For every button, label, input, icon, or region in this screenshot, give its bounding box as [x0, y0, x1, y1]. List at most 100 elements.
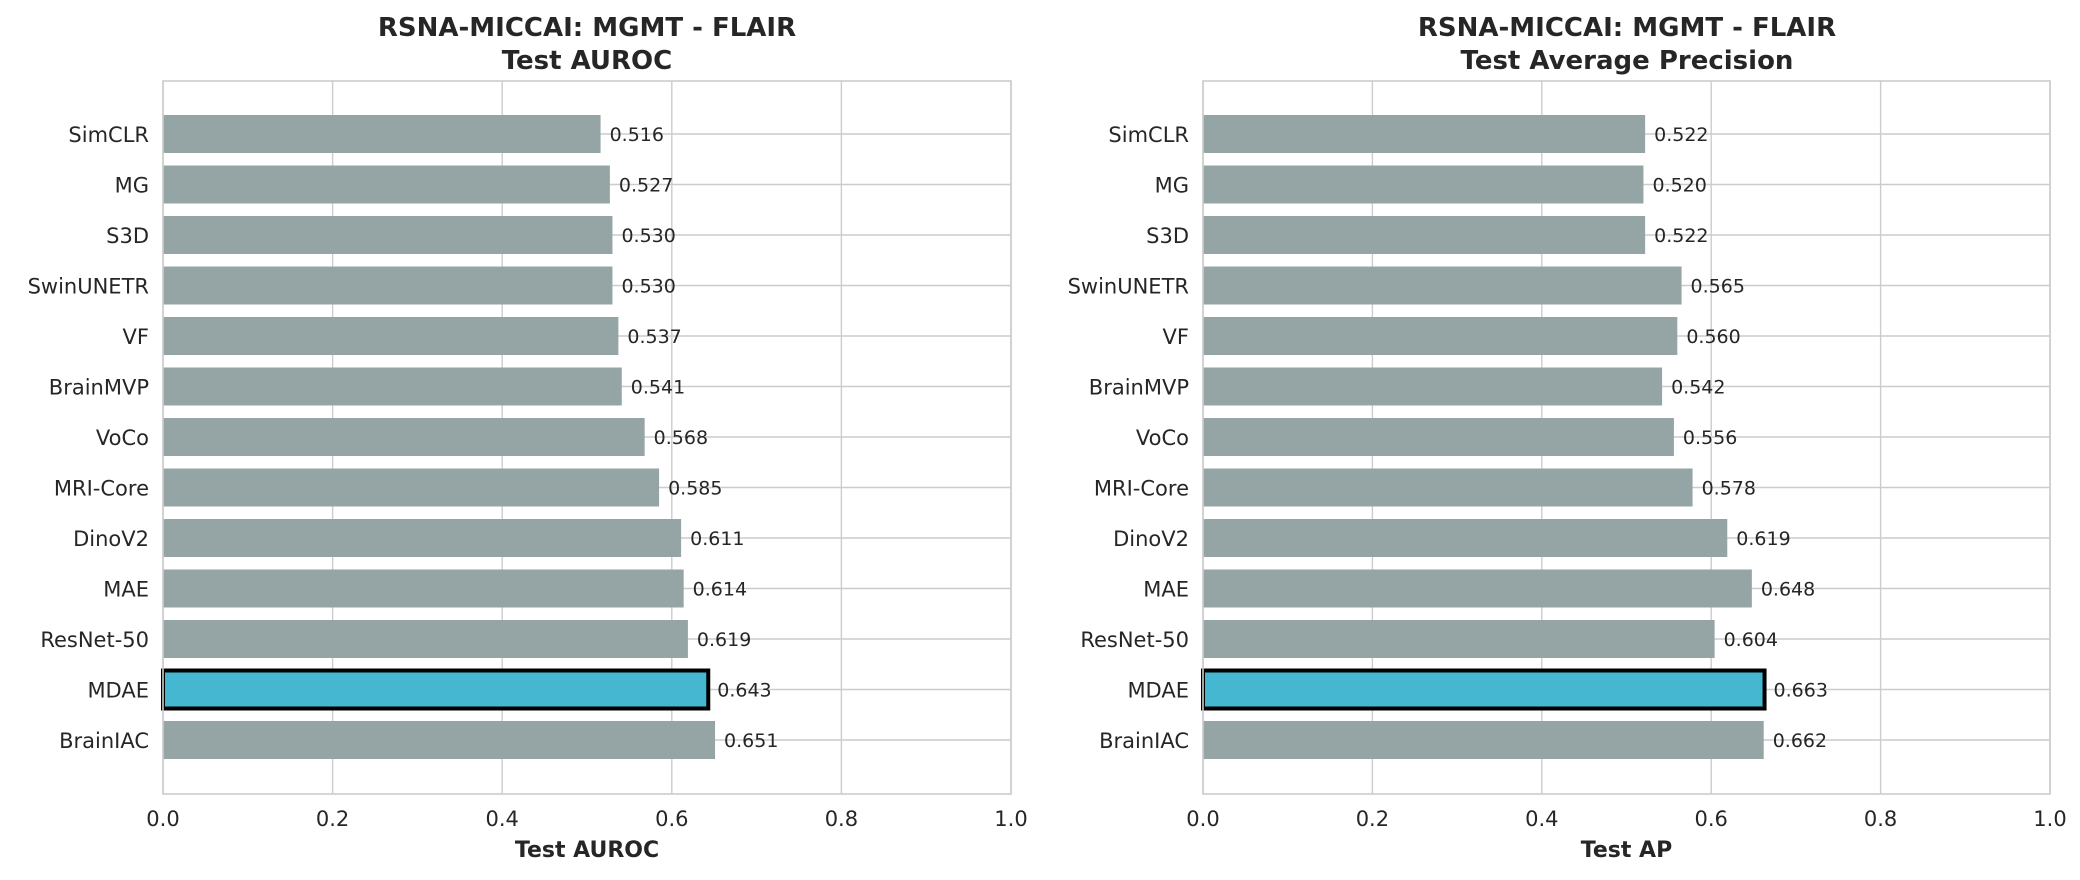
category-label: ResNet-50 [1080, 628, 1189, 652]
x-tick-label: 0.2 [1356, 807, 1389, 831]
value-label: 0.643 [717, 680, 771, 702]
bar-s3d [163, 216, 613, 254]
x-tick-label: 0.8 [825, 807, 858, 831]
category-label: BrainMVP [1089, 376, 1189, 400]
category-label: VF [123, 325, 149, 349]
value-label: 0.565 [1691, 276, 1745, 298]
value-label: 0.662 [1773, 730, 1827, 752]
category-label: MRI-Core [1094, 477, 1189, 501]
value-label: 0.604 [1724, 629, 1778, 651]
value-label: 0.611 [690, 528, 744, 550]
category-label: VoCo [96, 426, 149, 450]
value-label: 0.651 [724, 730, 778, 752]
bar-resnet-50 [163, 620, 688, 658]
value-label: 0.520 [1652, 175, 1706, 197]
bar-swinunetr [163, 266, 613, 305]
bar-simclr [163, 115, 601, 153]
value-label: 0.541 [631, 377, 685, 399]
x-tick-label: 0.4 [485, 807, 518, 831]
bar-s3d [1203, 216, 1646, 254]
category-label: VF [1163, 325, 1189, 349]
bar-brainmvp [1203, 367, 1663, 406]
category-label: BrainMVP [49, 376, 149, 400]
value-label: 0.663 [1774, 680, 1828, 702]
x-tick-label: 0.0 [146, 807, 179, 831]
bar-brainiac [1203, 721, 1764, 759]
category-label: DinoV2 [1113, 527, 1189, 551]
category-label: BrainIAC [1099, 729, 1189, 753]
x-tick-label: 0.4 [1525, 807, 1558, 831]
bar-vf [163, 317, 619, 355]
value-label: 0.522 [1654, 124, 1708, 146]
x-tick-label: 0.2 [316, 807, 349, 831]
category-label: MAE [103, 578, 149, 602]
value-label: 0.560 [1686, 326, 1740, 348]
category-label: MDAE [87, 679, 149, 703]
value-label: 0.619 [1736, 528, 1790, 550]
category-label: ResNet-50 [40, 628, 149, 652]
bar-swinunetr [1203, 266, 1682, 305]
x-tick-label: 1.0 [2033, 807, 2066, 831]
bar-mri-core [1203, 468, 1693, 507]
bar-brainmvp [163, 367, 622, 406]
chart-title: RSNA-MICCAI: MGMT - FLAIR [378, 13, 796, 43]
category-label: SimCLR [68, 123, 149, 147]
bar-mg [1203, 165, 1644, 204]
category-label: MG [115, 174, 149, 198]
x-tick-label: 0.6 [655, 807, 688, 831]
bar-mg [163, 165, 610, 204]
bar-mri-core [163, 468, 660, 507]
value-label: 0.516 [610, 124, 664, 146]
bar-mdae [161, 668, 711, 711]
value-label: 0.542 [1671, 377, 1725, 399]
category-label: S3D [1146, 224, 1189, 248]
chart-subtitle: Test Average Precision [1461, 46, 1794, 76]
category-label: S3D [106, 224, 149, 248]
bar-mdae [1201, 668, 1767, 711]
category-label: MG [1155, 174, 1189, 198]
category-label: VoCo [1136, 426, 1189, 450]
value-label: 0.585 [668, 478, 722, 500]
category-label: SimCLR [1108, 123, 1189, 147]
plot-frame [1202, 80, 2051, 795]
bar-dinov2 [163, 519, 682, 557]
x-axis-label: Test AP [1581, 838, 1672, 863]
value-label: 0.556 [1683, 427, 1737, 449]
x-axis-label: Test AUROC [515, 838, 659, 863]
category-label: DinoV2 [73, 527, 149, 551]
bar-mae [1203, 569, 1752, 608]
value-label: 0.568 [654, 427, 708, 449]
value-label: 0.522 [1654, 225, 1708, 247]
plot-frame [162, 80, 1012, 795]
bar-simclr [1203, 115, 1646, 153]
value-label: 0.578 [1702, 478, 1756, 500]
chart-title: RSNA-MICCAI: MGMT - FLAIR [1418, 13, 1836, 43]
chart-subtitle: Test AUROC [502, 46, 673, 76]
value-label: 0.530 [621, 276, 675, 298]
value-label: 0.619 [697, 629, 751, 651]
x-tick-label: 0.8 [1864, 807, 1897, 831]
value-label: 0.530 [621, 225, 675, 247]
bar-resnet-50 [1203, 620, 1715, 658]
category-label: SwinUNETR [28, 275, 149, 299]
bar-mae [163, 569, 684, 608]
value-label: 0.537 [627, 326, 681, 348]
bar-dinov2 [1203, 519, 1728, 557]
x-tick-label: 0.0 [1186, 807, 1219, 831]
category-label: MRI-Core [54, 477, 149, 501]
value-label: 0.648 [1761, 579, 1815, 601]
value-label: 0.527 [619, 175, 673, 197]
bar-brainiac [163, 721, 716, 759]
x-tick-label: 1.0 [994, 807, 1027, 831]
category-label: MDAE [1127, 679, 1189, 703]
category-label: BrainIAC [59, 729, 149, 753]
bar-vf [1203, 317, 1678, 355]
bar-voco [1203, 418, 1674, 456]
category-label: MAE [1143, 578, 1189, 602]
value-label: 0.614 [693, 579, 747, 601]
bar-voco [163, 418, 645, 456]
